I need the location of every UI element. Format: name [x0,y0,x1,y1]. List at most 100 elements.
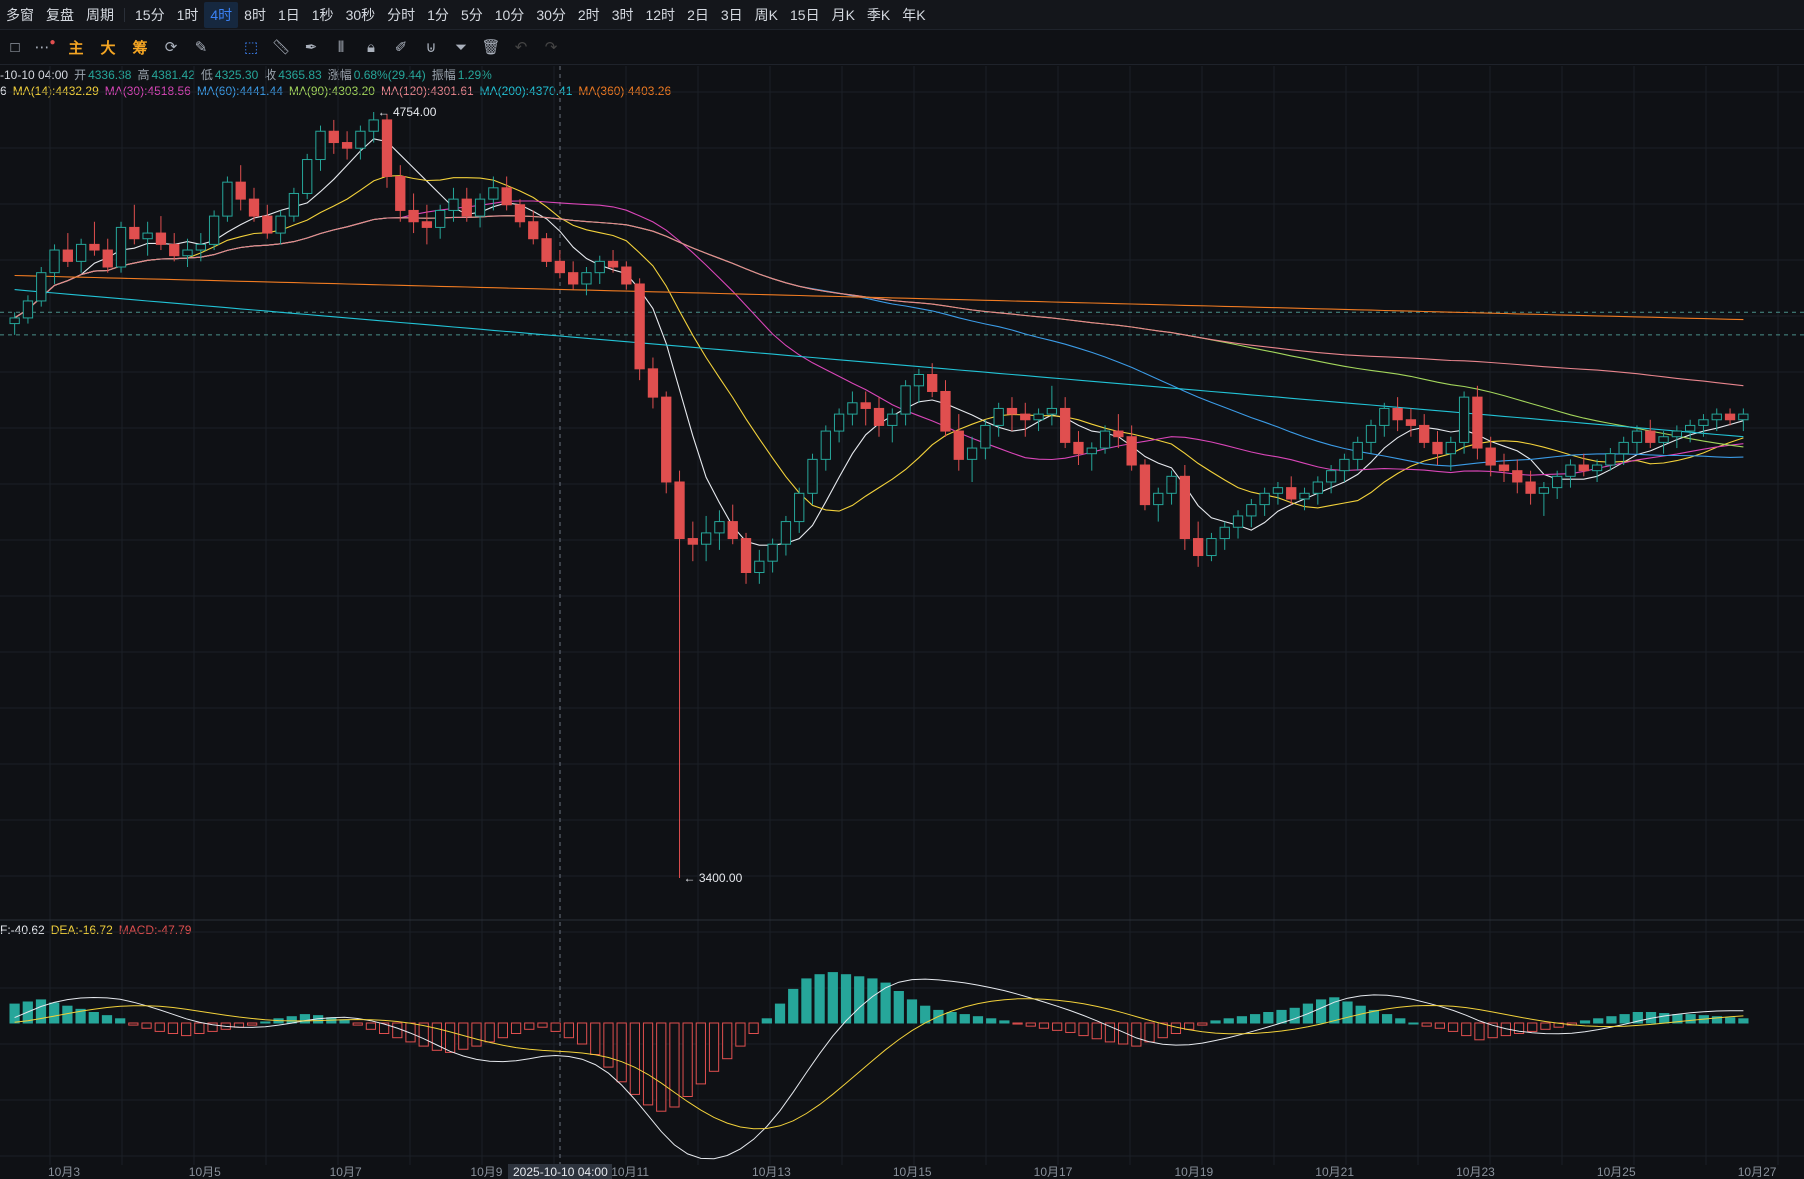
macd-bar [1447,1022,1459,1032]
sync-icon[interactable]: ⟳ [164,39,178,56]
macd-bar [1738,1018,1749,1024]
more-icon[interactable]: ⋯ ● [34,36,56,57]
macd-bar [458,1022,469,1050]
period-item-21[interactable]: 15日 [790,6,820,23]
undo-icon[interactable]: ↶ [514,39,528,56]
candle-body [75,243,87,262]
candle-body [541,238,552,262]
period-item-20[interactable]: 周K [754,6,778,23]
magnet-icon[interactable]: ⊍ [425,39,437,56]
macd-bar [524,1022,535,1030]
period-item-19[interactable]: 3日 [720,6,743,23]
candle-body [1591,464,1603,472]
ruler-icon[interactable]: 📏︎ [271,39,291,56]
period-item-22[interactable]: 月K [831,6,855,23]
macd-bar [1408,1022,1419,1025]
candle-body [634,283,645,370]
period-item-1[interactable]: 复盘 [46,6,74,23]
lock-icon[interactable]: 🔒︎ [367,38,375,56]
period-item-11[interactable]: 1分 [427,6,449,23]
candle-body [1166,475,1177,494]
low-value: 4325.30 [214,68,259,82]
period-item-13[interactable]: 10分 [494,6,525,23]
candle-body [1498,464,1510,472]
ma-legend: 6 MA(14):4432.29 MA(30):4518.56 MA(60):4441… [0,84,677,98]
candle-body [1232,515,1244,528]
macd-bar [999,1020,1010,1024]
macd-bar [788,988,799,1024]
ma-legend-item-1: MA(14):4432.29 [12,84,99,98]
candle-body [767,543,778,562]
chip-button[interactable]: 筹 [132,39,148,57]
macd-bar [906,999,918,1024]
macd-bar [880,982,891,1024]
candle-body [1658,436,1669,443]
period-item-0[interactable]: 多窗 [6,6,34,23]
candle-body [22,300,34,319]
period-item-6[interactable]: 8时 [244,6,266,23]
big-order-button[interactable]: 大 [100,39,116,57]
period-item-17[interactable]: 12时 [645,6,676,23]
macd-bar [1632,1012,1643,1024]
candle-body [169,243,180,257]
x-axis-label: 10月27 [1738,1165,1777,1179]
trash-icon[interactable]: 🗑︎ [481,39,501,56]
drawing-toolbar: □ ⋯ ● 主 大 筹 ⟳ ✎ ⬚ 📏︎ ✒ ⫴ 🔒︎ ✐ ⊍ ⏷ 🗑︎ ↶ ↷ [0,30,1804,65]
period-item-5[interactable]: 4时 [204,1,239,28]
candle-icon[interactable]: ⫴ [337,38,345,56]
macd-bar [1065,1022,1076,1033]
macd-bar [497,1022,509,1039]
macd-bar [1025,1022,1036,1027]
macd-bar [656,1022,667,1112]
macd-bar [722,1022,733,1060]
main-indicator-button[interactable]: 主 [68,39,84,57]
candle-body [727,521,738,540]
period-item-8[interactable]: 1秒 [311,6,334,23]
period-item-15[interactable]: 2时 [577,6,600,23]
period-item-10[interactable]: 分时 [387,6,416,23]
low-label: 低 [200,68,213,82]
period-item-14[interactable]: 30分 [536,6,566,23]
macd-bar [1157,1022,1168,1039]
toolbar-divider [124,7,125,22]
candle-body [700,532,712,545]
edit-icon[interactable]: ✐ [394,39,408,56]
candle-body [1192,538,1204,557]
candle-body [1631,430,1643,443]
low-marker: ← 3400.00 [684,871,743,885]
period-item-4[interactable]: 1时 [176,6,199,23]
change-label: 涨幅 [327,68,352,82]
macd-bar [1012,1022,1023,1025]
close-label: 收 [264,68,277,82]
period-item-3[interactable]: 15分 [135,6,165,23]
cursor-icon[interactable]: ⬚ [243,39,259,56]
x-axis-label: 10月17 [1034,1165,1073,1179]
macd-bar [1276,1009,1287,1024]
period-item-2[interactable]: 周期 [86,6,114,23]
period-item-24[interactable]: 年K [902,6,926,23]
macd-dea-line [14,998,1744,1130]
candle-body [1219,526,1230,540]
period-item-23[interactable]: 季K [866,6,891,23]
period-item-18[interactable]: 2日 [687,6,709,23]
candle-body [1618,441,1629,455]
pen-icon[interactable]: ✎ [194,39,208,56]
candle-body [1379,407,1390,426]
period-item-16[interactable]: 3时 [611,6,634,23]
candle-body [514,204,526,223]
high-marker: ← 4754.00 [378,105,437,119]
period-item-9[interactable]: 30秒 [345,6,376,23]
square-icon[interactable]: □ [10,38,20,56]
ma-legend-item-0: 6 [0,84,7,98]
redo-icon[interactable]: ↷ [544,39,558,56]
macd-bar [444,1022,456,1053]
macd-bar [352,1022,363,1026]
period-item-7[interactable]: 1日 [277,6,300,23]
period-item-12[interactable]: 5分 [460,6,483,23]
macd-bar [405,1022,416,1043]
brush-icon[interactable]: ✒ [304,39,318,56]
macd-bar [642,1022,654,1106]
filter-icon[interactable]: ⏷ [454,38,467,56]
macd-bar [748,1022,759,1034]
